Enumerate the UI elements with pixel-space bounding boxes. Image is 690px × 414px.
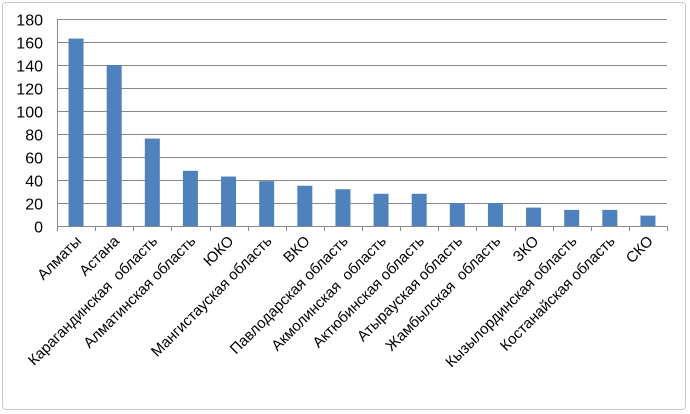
y-tick-label: 160 bbox=[16, 36, 43, 53]
bar bbox=[640, 215, 656, 226]
bar bbox=[182, 170, 198, 226]
x-category-label: СКО bbox=[623, 233, 657, 267]
y-tick-label: 60 bbox=[25, 151, 43, 168]
y-tick-label: 20 bbox=[25, 197, 43, 214]
bars bbox=[68, 38, 656, 226]
bar bbox=[564, 209, 580, 226]
bar bbox=[602, 209, 618, 226]
bar bbox=[411, 193, 427, 226]
y-tick-label: 120 bbox=[16, 82, 43, 99]
y-tick-label: 0 bbox=[34, 220, 43, 237]
bar bbox=[449, 203, 465, 226]
bar bbox=[106, 65, 122, 226]
y-tick-label: 140 bbox=[16, 59, 43, 76]
y-axis-tick-labels: 0 20 40 60 80 100 120 140 160 180 bbox=[16, 13, 43, 237]
bar bbox=[526, 207, 542, 226]
bar bbox=[335, 189, 351, 226]
y-tick-label: 180 bbox=[16, 13, 43, 30]
x-category-label: Алматы bbox=[34, 233, 85, 284]
bar bbox=[68, 38, 84, 226]
y-tick-label: 100 bbox=[16, 105, 43, 122]
y-tick-label: 40 bbox=[25, 174, 43, 191]
y-tick-label: 80 bbox=[25, 128, 43, 145]
x-category-label: ВКО bbox=[280, 233, 313, 266]
bar bbox=[373, 193, 389, 226]
x-category-label: ЗКО bbox=[510, 233, 543, 266]
bar bbox=[259, 181, 275, 226]
bar bbox=[487, 203, 503, 226]
bar bbox=[297, 185, 313, 226]
bar bbox=[221, 176, 237, 226]
x-axis bbox=[57, 19, 668, 231]
bar bbox=[144, 138, 160, 226]
